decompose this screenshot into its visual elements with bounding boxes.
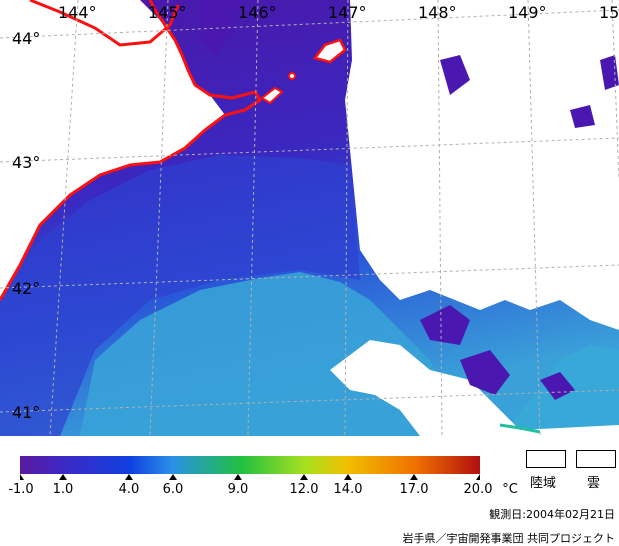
colorbar-tick-label: 14.0 [333, 482, 363, 497]
observation-date: 観測日:2004年02月21日 [489, 508, 615, 521]
colorbar-gradient [20, 456, 480, 474]
sea-patch [460, 350, 510, 395]
colorbar-tick-label: 17.0 [399, 482, 429, 497]
colorbar-tick-label: -1.0 [8, 482, 34, 497]
colorbar-tick-marks [20, 474, 480, 480]
colorbar-tick-label: 1.0 [52, 482, 74, 497]
sea-patch [570, 105, 595, 128]
sea-patch [600, 55, 619, 90]
lon-label: 149° [508, 3, 547, 22]
colorbar-tick-label: 12.0 [289, 482, 319, 497]
lon-label: 146° [238, 3, 277, 22]
front-line [499, 423, 541, 434]
island [288, 72, 296, 80]
coastline [0, 0, 263, 301]
lat-label: 44° [12, 29, 40, 48]
warm-water-region [80, 272, 470, 436]
coastline-north [29, 0, 180, 47]
lat-label: 42° [12, 279, 40, 298]
colorbar-tick-label: 20.0 [463, 482, 493, 497]
graticule [0, 0, 619, 436]
lat-label: 43° [12, 153, 40, 172]
cloud-region [345, 0, 619, 330]
cloud-legend-label: 雲 [587, 476, 601, 491]
sea-patch [200, 0, 240, 55]
credit-line: 岩手県／宇宙開発事業団 共同プロジェクト [402, 532, 616, 545]
island [260, 86, 284, 105]
land-legend-swatch [526, 450, 566, 468]
sea-surface-temperature-map: 144° 145° 146° 147° 148° 149° 15 44° 43°… [0, 0, 619, 436]
island [312, 38, 347, 64]
sea-patch [420, 305, 470, 345]
sea-patch [440, 55, 470, 95]
cool-water-band [0, 155, 360, 436]
lon-label: 147° [328, 3, 367, 22]
hokkaido-land [0, 0, 225, 300]
lon-label: 15 [599, 3, 619, 22]
cloud-legend-swatch [576, 450, 616, 468]
cloud-region [330, 340, 619, 436]
sea-patch [540, 372, 575, 400]
land-legend-label: 陸域 [530, 476, 557, 491]
lat-label: 41° [12, 403, 40, 422]
lon-label: 144° [58, 3, 97, 22]
colorbar-tick-label: 6.0 [162, 482, 184, 497]
temperature-colorbar [20, 456, 480, 480]
lon-label: 145° [148, 3, 187, 22]
colorbar-tick-label: 9.0 [227, 482, 249, 497]
colorbar-unit: °C [502, 482, 518, 497]
lon-label: 148° [418, 3, 457, 22]
colorbar-tick-label: 4.0 [118, 482, 140, 497]
